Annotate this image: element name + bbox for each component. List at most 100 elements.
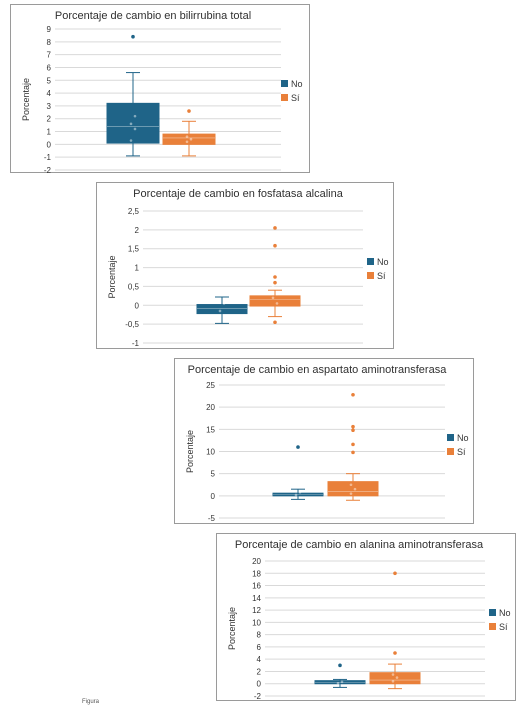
legend-label-no-aspartato: No (457, 433, 469, 443)
data-point-no-aspartato (294, 493, 298, 497)
legend-swatch-no-alanina (489, 609, 496, 616)
y-tick-label-fosfatasa: 0,5 (128, 282, 140, 291)
y-tick-label-aspartato: 0 (211, 492, 216, 501)
y-tick-label-aspartato: 20 (206, 403, 215, 412)
data-point-si-aspartato (353, 477, 357, 481)
y-axis-label-fosfatasa: Porcentaje (107, 255, 117, 298)
box-no-fosfatasa (196, 304, 248, 315)
y-tick-label-alanina: 2 (257, 667, 262, 676)
data-point-si-aspartato (353, 487, 357, 491)
y-tick-label-alanina: 8 (257, 631, 262, 640)
data-point-no-fosfatasa (222, 302, 226, 305)
outlier-point-si-fosfatasa (273, 320, 277, 325)
legend-swatch-si-alanina (489, 623, 496, 630)
y-axis-label-aspartato: Porcentaje (185, 430, 195, 473)
outlier-point-no-bilirrubina (131, 34, 135, 39)
chart-title-fosfatasa: Porcentaje de cambio en fosfatasa alcali… (133, 188, 344, 200)
box-no-bilirrubina (106, 102, 160, 144)
data-point-no-bilirrubina (129, 139, 133, 142)
chart-svg-fosfatasa: Porcentaje de cambio en fosfatasa alcali… (107, 188, 389, 348)
y-tick-label-bilirrubina: 2 (47, 115, 52, 124)
y-tick-label-aspartato: 5 (211, 470, 216, 479)
data-point-si-fosfatasa (271, 307, 275, 311)
chart-svg-aspartato: Porcentaje de cambio en aspartato aminot… (185, 364, 469, 523)
legend-label-no-bilirrubina: No (291, 79, 303, 89)
y-tick-label-bilirrubina: 6 (47, 63, 52, 72)
y-axis-label-bilirrubina: Porcentaje (21, 78, 31, 121)
y-tick-label-bilirrubina: 5 (47, 76, 52, 85)
y-tick-label-alanina: 6 (257, 643, 262, 652)
data-point-si-aspartato (349, 483, 353, 487)
box-si-bilirrubina (162, 133, 216, 145)
y-tick-label-fosfatasa: -1 (132, 339, 140, 348)
outlier-point-si-alanina (393, 651, 397, 655)
legend-label-no-alanina: No (499, 608, 511, 618)
chart-svg-alanina: Porcentaje de cambio en alanina aminotra… (227, 539, 511, 701)
y-tick-label-aspartato: 15 (206, 425, 215, 434)
legend-label-si-aspartato: Sí (457, 447, 466, 457)
data-point-si-aspartato (349, 475, 353, 479)
box-si-alanina (369, 672, 421, 685)
data-point-si-fosfatasa (275, 292, 279, 296)
chart-title-aspartato: Porcentaje de cambio en aspartato aminot… (188, 364, 448, 376)
data-point-si-bilirrubina (185, 135, 189, 138)
outlier-point-si-aspartato (351, 392, 355, 397)
legend-label-si-bilirrubina: Sí (291, 93, 300, 103)
data-point-si-alanina (395, 667, 399, 670)
chart-panel-alanina: Porcentaje de cambio en alanina aminotra… (216, 533, 516, 701)
outlier-point-si-aspartato (351, 442, 355, 447)
data-point-no-fosfatasa (218, 299, 222, 303)
data-point-no-fosfatasa (218, 309, 222, 313)
y-tick-label-alanina: 16 (252, 582, 261, 591)
y-tick-label-bilirrubina: 7 (47, 51, 52, 60)
outlier-point-si-bilirrubina (187, 109, 191, 113)
data-point-no-bilirrubina (129, 122, 133, 126)
legend-label-no-fosfatasa: No (377, 257, 389, 267)
data-point-si-alanina (391, 673, 395, 676)
data-point-si-alanina (391, 679, 395, 683)
y-tick-label-alanina: 0 (257, 680, 262, 689)
y-tick-label-fosfatasa: -0,5 (125, 320, 139, 329)
y-tick-label-bilirrubina: 8 (47, 38, 52, 47)
data-point-no-alanina (336, 681, 340, 685)
data-point-si-bilirrubina (189, 137, 193, 141)
data-point-no-alanina (340, 680, 344, 684)
y-tick-label-fosfatasa: 2 (135, 226, 140, 235)
y-tick-label-aspartato: 10 (206, 448, 215, 457)
data-point-si-fosfatasa (271, 296, 275, 300)
y-tick-label-fosfatasa: 0 (135, 301, 140, 310)
chart-svg-bilirrubina: Porcentaje de cambio en bilirrubina tota… (21, 10, 303, 174)
chart-panel-aspartato: Porcentaje de cambio en aspartato aminot… (174, 358, 474, 524)
outlier-point-si-alanina (393, 571, 397, 576)
y-tick-label-alanina: 10 (252, 618, 261, 627)
y-tick-label-bilirrubina: -1 (44, 153, 52, 162)
chart-title-alanina: Porcentaje de cambio en alanina aminotra… (235, 539, 484, 551)
data-point-si-alanina (395, 676, 399, 679)
outlier-point-si-aspartato (351, 450, 355, 455)
y-tick-label-alanina: 20 (252, 557, 261, 566)
legend-swatch-si-fosfatasa (367, 272, 374, 279)
y-tick-label-bilirrubina: -2 (44, 166, 52, 174)
legend-label-si-alanina: Sí (499, 622, 508, 632)
outlier-point-si-aspartato (351, 428, 355, 433)
figure-caption: Figura (82, 699, 100, 705)
data-point-si-fosfatasa (271, 285, 275, 288)
outlier-point-no-alanina (338, 663, 342, 668)
outlier-point-no-aspartato (296, 445, 300, 449)
legend-label-si-fosfatasa: Sí (377, 271, 386, 281)
y-tick-label-fosfatasa: 2,5 (128, 207, 140, 216)
y-tick-label-fosfatasa: 1 (135, 264, 140, 273)
chart-title-bilirrubina: Porcentaje de cambio en bilirrubina tota… (55, 10, 251, 22)
y-axis-label-alanina: Porcentaje (227, 607, 237, 650)
y-tick-label-alanina: 4 (257, 655, 262, 664)
outlier-point-si-aspartato (351, 424, 355, 429)
data-point-no-bilirrubina (133, 127, 137, 131)
data-point-si-aspartato (349, 492, 353, 495)
box-si-fosfatasa (249, 295, 301, 307)
y-tick-label-fosfatasa: 1,5 (128, 245, 140, 254)
y-tick-label-alanina: -2 (254, 692, 262, 701)
data-point-no-bilirrubina (133, 114, 137, 118)
y-tick-label-alanina: 14 (252, 594, 261, 603)
y-tick-label-alanina: 18 (252, 569, 261, 578)
box-si-aspartato (327, 481, 379, 497)
